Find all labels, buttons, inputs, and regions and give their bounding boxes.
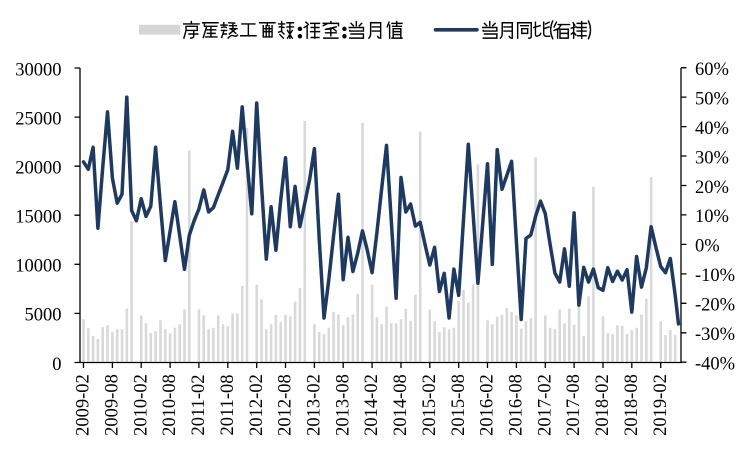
svg-text:2009-02: 2009-02 bbox=[74, 374, 94, 436]
svg-text:5000: 5000 bbox=[25, 306, 62, 326]
svg-text:20%: 20% bbox=[695, 178, 729, 198]
svg-text:50%: 50% bbox=[695, 89, 729, 109]
svg-text:2011-02: 2011-02 bbox=[189, 375, 209, 436]
svg-text:2012-08: 2012-08 bbox=[276, 374, 296, 436]
svg-text:2013-08: 2013-08 bbox=[333, 374, 353, 436]
svg-text:2010-02: 2010-02 bbox=[131, 374, 151, 436]
svg-text:2011-08: 2011-08 bbox=[218, 375, 238, 436]
svg-text:0: 0 bbox=[52, 355, 61, 375]
svg-text:2017-02: 2017-02 bbox=[535, 374, 555, 436]
svg-text:2016-02: 2016-02 bbox=[478, 374, 498, 436]
svg-text:2017-08: 2017-08 bbox=[564, 374, 584, 436]
svg-text:30000: 30000 bbox=[15, 60, 61, 80]
svg-text:25000: 25000 bbox=[15, 109, 61, 129]
svg-text:2019-02: 2019-02 bbox=[651, 374, 671, 436]
svg-text:-40%: -40% bbox=[695, 355, 735, 375]
svg-text:2014-08: 2014-08 bbox=[391, 374, 411, 436]
svg-text:2014-02: 2014-02 bbox=[362, 374, 382, 436]
svg-text:-10%: -10% bbox=[695, 266, 735, 286]
svg-text:2009-08: 2009-08 bbox=[103, 374, 123, 436]
svg-text:-20%: -20% bbox=[695, 296, 735, 316]
svg-text:60%: 60% bbox=[695, 60, 729, 80]
svg-text:2015-08: 2015-08 bbox=[449, 374, 469, 436]
svg-text:2012-02: 2012-02 bbox=[247, 374, 267, 436]
svg-text:2016-08: 2016-08 bbox=[507, 374, 527, 436]
svg-text:-30%: -30% bbox=[695, 325, 735, 345]
svg-text:30%: 30% bbox=[695, 148, 729, 168]
svg-text:15000: 15000 bbox=[15, 208, 61, 228]
svg-text:2018-02: 2018-02 bbox=[593, 374, 613, 436]
svg-text:2015-02: 2015-02 bbox=[420, 374, 440, 436]
svg-text:2013-02: 2013-02 bbox=[305, 374, 325, 436]
svg-text:2018-08: 2018-08 bbox=[622, 374, 642, 436]
svg-text:40%: 40% bbox=[695, 119, 729, 139]
svg-text:10%: 10% bbox=[695, 207, 729, 227]
svg-text:0%: 0% bbox=[695, 237, 720, 257]
svg-text:2010-08: 2010-08 bbox=[160, 374, 180, 436]
svg-text:10000: 10000 bbox=[15, 257, 61, 277]
svg-text:20000: 20000 bbox=[15, 159, 61, 179]
